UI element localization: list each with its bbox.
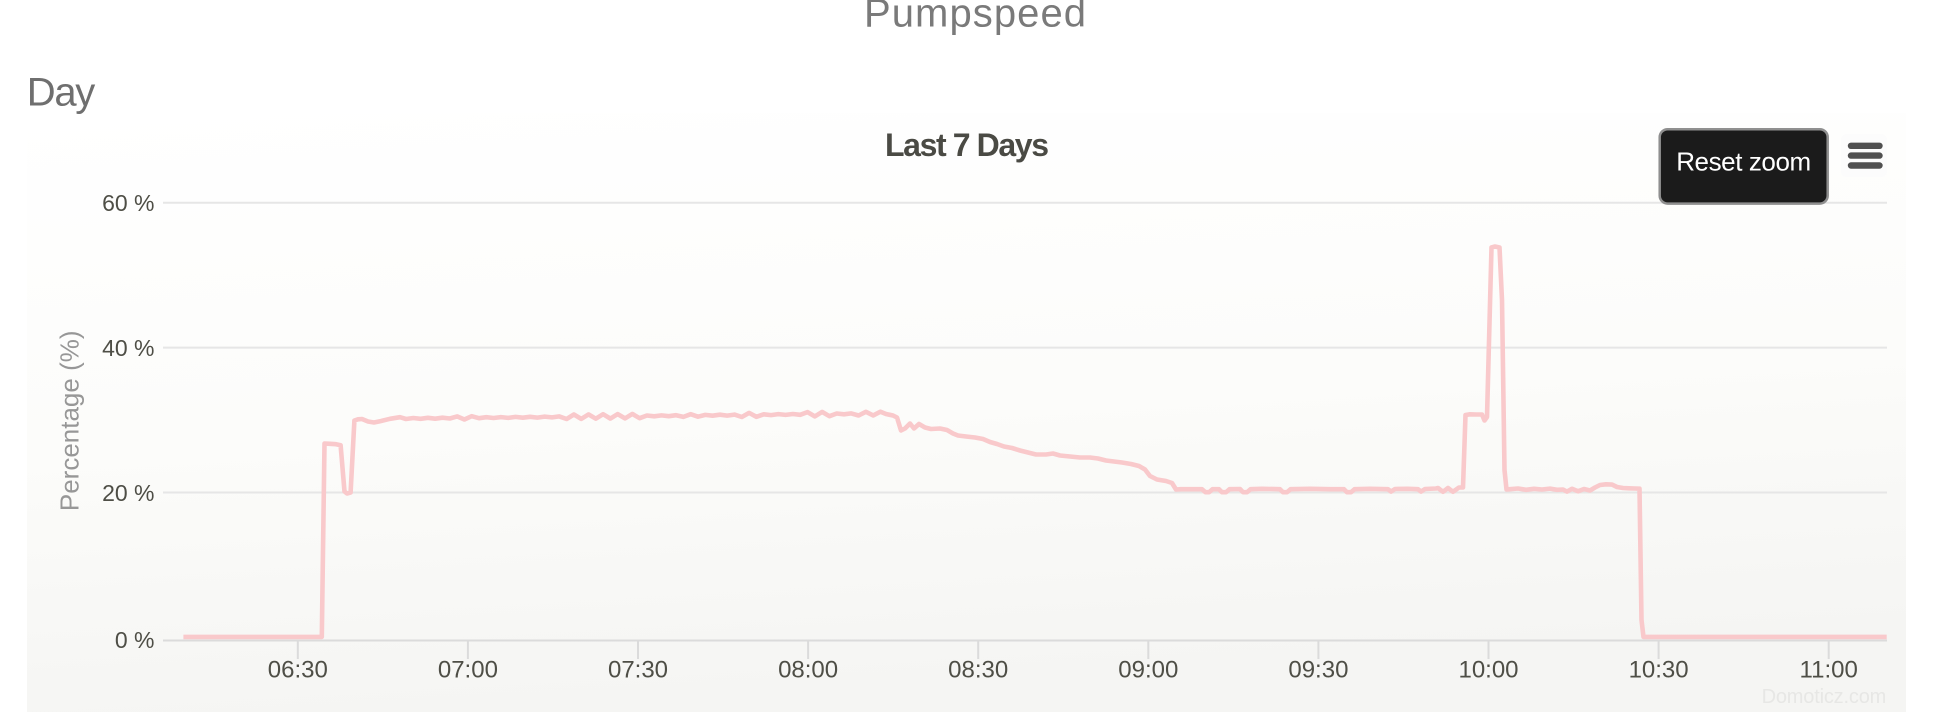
svg-text:07:00: 07:00 [438, 657, 498, 684]
svg-text:06:30: 06:30 [268, 657, 328, 684]
svg-text:Percentage (%): Percentage (%) [55, 330, 85, 511]
svg-text:Domoticz.com: Domoticz.com [1762, 686, 1887, 708]
svg-text:20 %: 20 % [102, 480, 154, 506]
svg-text:Pumpspeed: Pumpspeed [864, 0, 1086, 36]
svg-text:08:30: 08:30 [948, 657, 1008, 684]
svg-text:60 %: 60 % [102, 190, 154, 216]
svg-text:10:00: 10:00 [1458, 657, 1518, 684]
svg-text:Reset zoom: Reset zoom [1676, 147, 1811, 177]
svg-text:09:30: 09:30 [1288, 657, 1348, 684]
svg-text:0 %: 0 % [115, 627, 155, 653]
svg-text:Day: Day [27, 70, 96, 114]
svg-text:08:00: 08:00 [778, 657, 838, 684]
svg-text:40 %: 40 % [102, 335, 154, 361]
svg-text:07:30: 07:30 [608, 657, 668, 684]
svg-text:10:30: 10:30 [1629, 657, 1689, 684]
svg-text:Last 7 Days: Last 7 Days [885, 127, 1049, 163]
svg-text:09:00: 09:00 [1118, 657, 1178, 684]
svg-text:11:00: 11:00 [1800, 657, 1858, 684]
